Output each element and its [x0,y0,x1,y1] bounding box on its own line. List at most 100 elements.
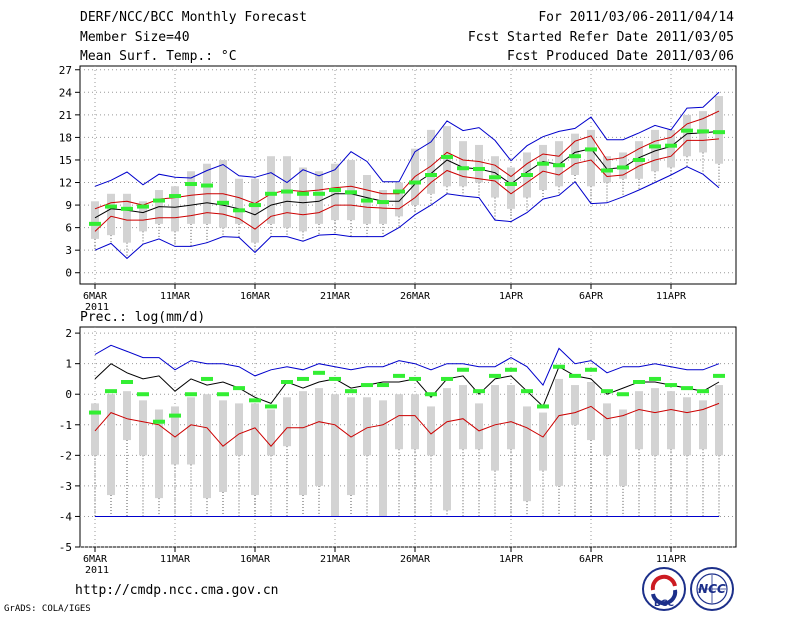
p1-median-marker [409,180,421,185]
p1-median-marker [505,182,517,187]
p1-median-marker [457,166,469,171]
p1-median-marker [153,198,165,203]
p2-median-marker [713,373,725,378]
p1-ytick-label: 9 [65,199,72,212]
p1-xtick-label: 6APR [579,291,604,302]
p2-box [491,385,499,471]
p1-box [395,182,403,217]
p1-line-ensemble-mean [94,130,720,219]
p2-box [443,388,451,511]
p2-median-marker [601,389,613,394]
p1-box [139,201,147,232]
bcc-logo: BCC [642,567,686,611]
p1-median-marker [649,144,661,149]
p1-xtick-label: 11MAR [160,291,191,302]
p2-box [555,378,563,486]
p2-median-marker [473,389,485,394]
p2-box [91,403,99,456]
p1-median-marker [329,188,341,193]
bcc-logo-text: BCC [654,599,674,609]
p2-box [395,394,403,450]
p1-median-marker [617,165,629,170]
p2-median-marker [233,386,245,391]
p1-median-marker [473,166,485,171]
chart-panel-1: 0 3 6 9 12 15 18 21 24 27 6MAR 11MAR 16MAR 21MAR 26MAR… [59,64,737,313]
p1-ytick-label: 6 [65,222,72,235]
p2-box [699,400,707,450]
p1-median-marker [361,198,373,203]
p2-median-marker [489,373,501,378]
p1-box [315,171,323,224]
p2-median-marker [153,419,165,424]
p2-box [363,397,371,456]
p2-xtick-label: 6MAR [83,554,108,565]
p2-box [171,406,179,465]
variable-label: Mean Surf. Temp.: °C [80,49,237,64]
p1-ytick-label: 21 [59,109,72,122]
p1-median-marker [281,189,293,194]
precip-panel-title: Prec.: log(mm/d) [80,310,206,325]
p1-box [107,193,115,236]
p2-box [715,385,723,456]
p1-median-marker [665,143,677,148]
p1-median-marker [681,128,693,133]
p2-box [283,397,291,447]
p2-median-marker [409,376,421,381]
p1-line-lower-envelope [94,166,720,260]
p2-median-marker [297,376,309,381]
p1-median-marker [713,130,725,135]
p2-xtick-label: 6APR [579,554,604,565]
p2-line-upper-envelope [94,344,720,387]
forecast-period: For 2011/03/06-2011/04/14 [538,10,734,25]
p2-box [683,397,691,456]
p2-box [331,394,339,517]
p2-median-marker [217,392,229,397]
p1-median-marker [697,129,709,134]
p2-median-marker [361,383,373,388]
p2-median-marker [249,398,261,403]
source-url[interactable]: http://cmdp.ncc.cma.gov.cn [75,583,279,598]
p2-median-marker [569,373,581,378]
p2-line-lower-spread [94,402,720,447]
p2-xtick-label: 26MAR [400,554,431,565]
p1-median-marker [393,189,405,194]
p2-box [123,391,131,441]
p1-box [187,171,195,224]
p2-xtick-label: 16MAR [240,554,271,565]
p1-box [715,96,723,164]
p2-ytick-label: -4 [59,510,73,523]
p2-box [587,382,595,441]
p1-box [171,186,179,232]
produced-date: Fcst Produced Date 2011/03/06 [507,49,734,64]
p1-median-marker [233,208,245,213]
p1-box [459,141,467,187]
p1-median-marker [633,157,645,162]
p1-box [251,178,259,243]
p1-ytick-label: 0 [65,267,72,280]
p2-median-marker [697,389,709,394]
p1-median-marker [537,161,549,166]
p2-median-marker [169,413,181,418]
p2-box [411,394,419,450]
p2-median-marker [633,380,645,384]
chart-title: DERF/NCC/BCC Monthly Forecast [80,10,307,25]
p1-line-mean-1-sd [94,138,720,232]
p2-median-marker [681,386,693,391]
p2-box [651,388,659,456]
p2-median-marker [185,392,197,397]
p2-median-marker [441,376,453,381]
p2-box [571,385,579,425]
p1-xtick-label: 1APR [499,291,524,302]
p2-year-label: 2011 [85,565,109,576]
p2-ytick-label: -3 [59,480,72,493]
p1-ytick-label: 15 [59,154,72,167]
p2-box [235,403,243,456]
p2-median-marker [345,389,357,394]
p1-box [667,129,675,168]
p2-ytick-label: -2 [59,449,72,462]
p1-box [299,167,307,232]
p1-box [475,144,483,183]
p1-median-marker [521,173,533,177]
p1-box [123,193,131,243]
p1-median-marker [553,163,565,168]
